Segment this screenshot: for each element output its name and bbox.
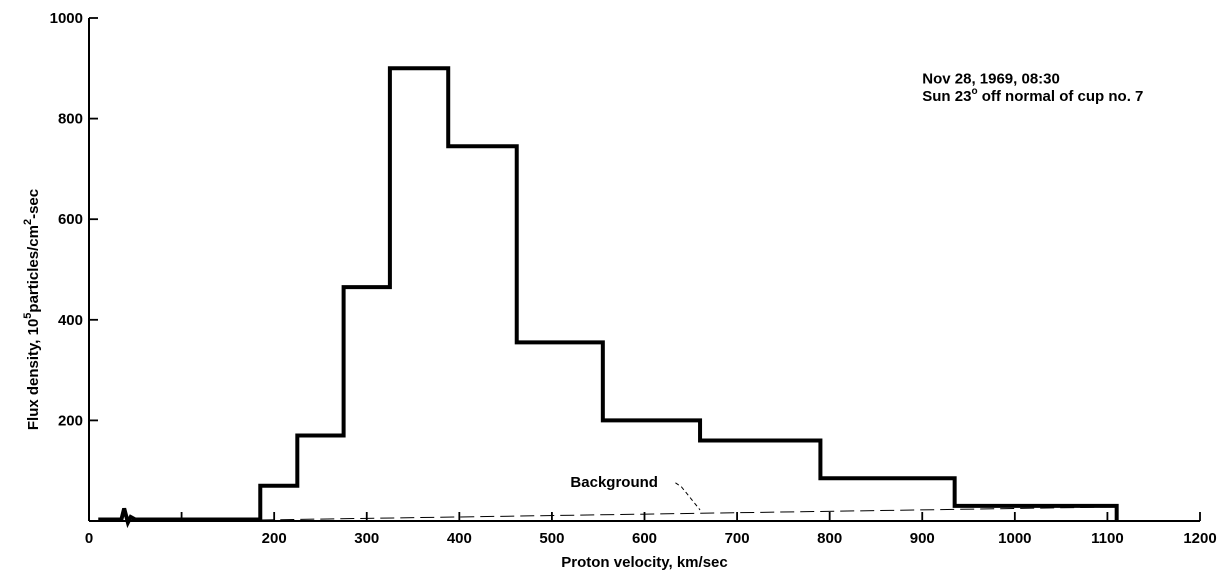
series-group bbox=[98, 66, 1119, 529]
background-dashed-line bbox=[260, 506, 1117, 521]
x-tick-label: 0 bbox=[85, 530, 93, 547]
y-axis-title-part1: Flux density, 10 bbox=[25, 319, 42, 430]
x-tick-label: 700 bbox=[725, 530, 750, 547]
x-tick-label: 1200 bbox=[1183, 530, 1216, 547]
tick-labels: 0 200 300 400 500 600 700 800 900 1000 1100 1200 200… bbox=[50, 10, 1217, 547]
x-tick-label: 600 bbox=[632, 530, 657, 547]
annotation-date: Nov 28, 1969, 08:30 bbox=[922, 70, 1060, 87]
y-tick-label: 200 bbox=[58, 412, 83, 429]
flux-histogram-line bbox=[98, 66, 1119, 529]
y-tick-label: 400 bbox=[58, 312, 83, 329]
y-axis-title-part2: particles/cm bbox=[25, 225, 42, 313]
x-tick-label: 900 bbox=[910, 530, 935, 547]
y-axis-title-sup2: 2 bbox=[22, 219, 34, 225]
x-tick-label: 200 bbox=[262, 530, 287, 547]
x-axis-title: Proton velocity, km/sec bbox=[561, 554, 727, 571]
annotation-background: Background bbox=[570, 474, 658, 491]
background-leader-line bbox=[675, 482, 701, 511]
y-tick-label: 800 bbox=[58, 111, 83, 128]
axis-ticks bbox=[88, 17, 1201, 522]
x-tick-label: 800 bbox=[817, 530, 842, 547]
x-tick-label: 400 bbox=[447, 530, 472, 547]
annotation-sun-degree: o bbox=[971, 86, 977, 97]
x-tick-label: 1000 bbox=[998, 530, 1031, 547]
y-tick-label: 1000 bbox=[50, 10, 83, 27]
annotation-sun-part1: Sun 23 bbox=[922, 88, 971, 105]
x-tick-label: 1100 bbox=[1091, 530, 1124, 547]
annotation-sun-part2: off normal of cup no. 7 bbox=[978, 88, 1144, 105]
y-axis-title-sup1: 5 bbox=[22, 313, 34, 319]
x-tick-label: 300 bbox=[354, 530, 379, 547]
x-tick-label: 500 bbox=[539, 530, 564, 547]
annotation-sun-angle: Sun 23o off normal of cup no. 7 bbox=[922, 86, 1143, 105]
y-axis-title-part3: -sec bbox=[25, 189, 42, 219]
y-axis-title: Flux density, 105particles/cm2-sec bbox=[22, 189, 42, 430]
y-tick-label: 600 bbox=[58, 211, 83, 228]
